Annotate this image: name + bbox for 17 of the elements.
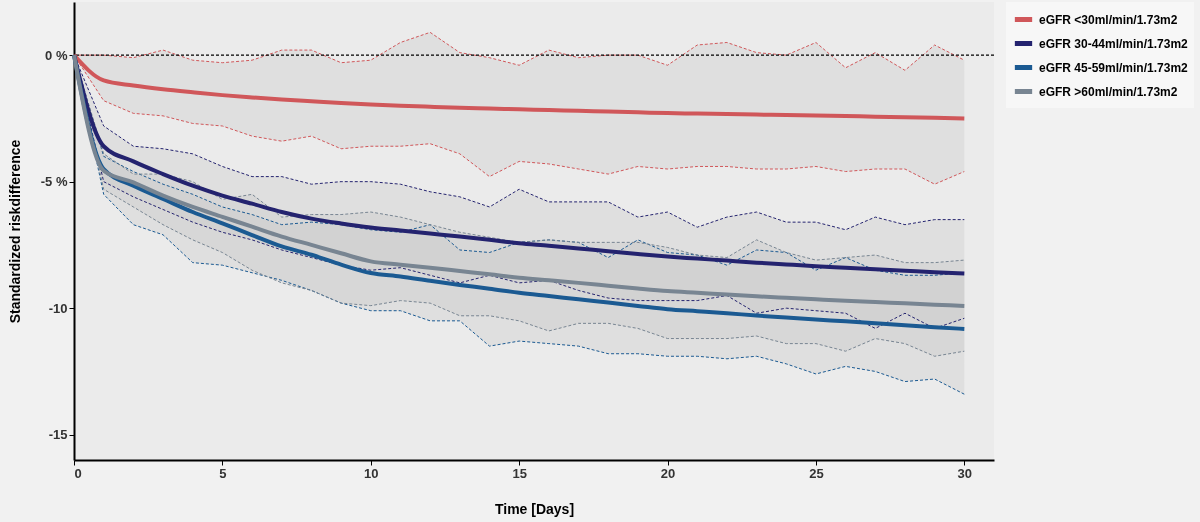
legend-label: eGFR <30ml/min/1.73m2: [1039, 12, 1178, 27]
y-tick-label: -15: [48, 427, 68, 443]
y-tick-label: -5 %: [40, 174, 68, 190]
y-axis-title: Standardized riskdifference: [6, 139, 23, 324]
legend-label: eGFR 30-44ml/min/1.73m2: [1039, 36, 1189, 51]
y-tick-label: 0 %: [45, 47, 68, 63]
legend-label: eGFR 45-59ml/min/1.73m2: [1039, 60, 1189, 75]
x-tick-label: 30: [957, 465, 973, 481]
legend-label: eGFR >60ml/min/1.73m2: [1039, 84, 1178, 99]
x-tick-label: 15: [512, 465, 527, 481]
x-tick-label: 5: [219, 465, 227, 481]
x-tick-label: 10: [364, 465, 379, 481]
x-tick-label: 0: [74, 465, 82, 481]
x-axis-title: Time [Days]: [494, 500, 575, 517]
x-tick-label: 25: [809, 465, 824, 481]
y-tick-label: -10: [48, 300, 68, 316]
x-tick-label: 20: [660, 465, 676, 481]
